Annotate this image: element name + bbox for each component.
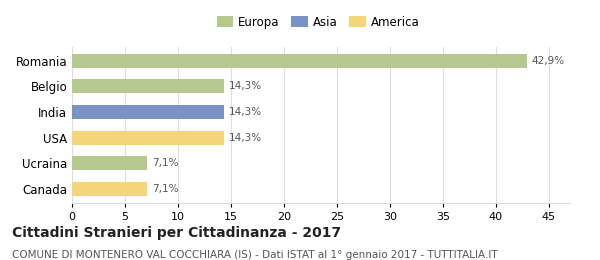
Text: COMUNE DI MONTENERO VAL COCCHIARA (IS) - Dati ISTAT al 1° gennaio 2017 - TUTTITA: COMUNE DI MONTENERO VAL COCCHIARA (IS) -… — [12, 250, 497, 259]
Bar — [72, 131, 224, 145]
Text: 14,3%: 14,3% — [229, 81, 262, 92]
Bar — [72, 54, 527, 68]
Text: 7,1%: 7,1% — [152, 158, 179, 168]
Text: 14,3%: 14,3% — [229, 107, 262, 117]
Bar — [72, 182, 147, 196]
Bar — [72, 156, 147, 170]
Text: 42,9%: 42,9% — [532, 56, 565, 66]
Text: Cittadini Stranieri per Cittadinanza - 2017: Cittadini Stranieri per Cittadinanza - 2… — [12, 226, 341, 240]
Bar — [72, 105, 224, 119]
Text: 7,1%: 7,1% — [152, 184, 179, 194]
Legend: Europa, Asia, America: Europa, Asia, America — [212, 11, 424, 34]
Text: 14,3%: 14,3% — [229, 133, 262, 142]
Bar — [72, 80, 224, 94]
